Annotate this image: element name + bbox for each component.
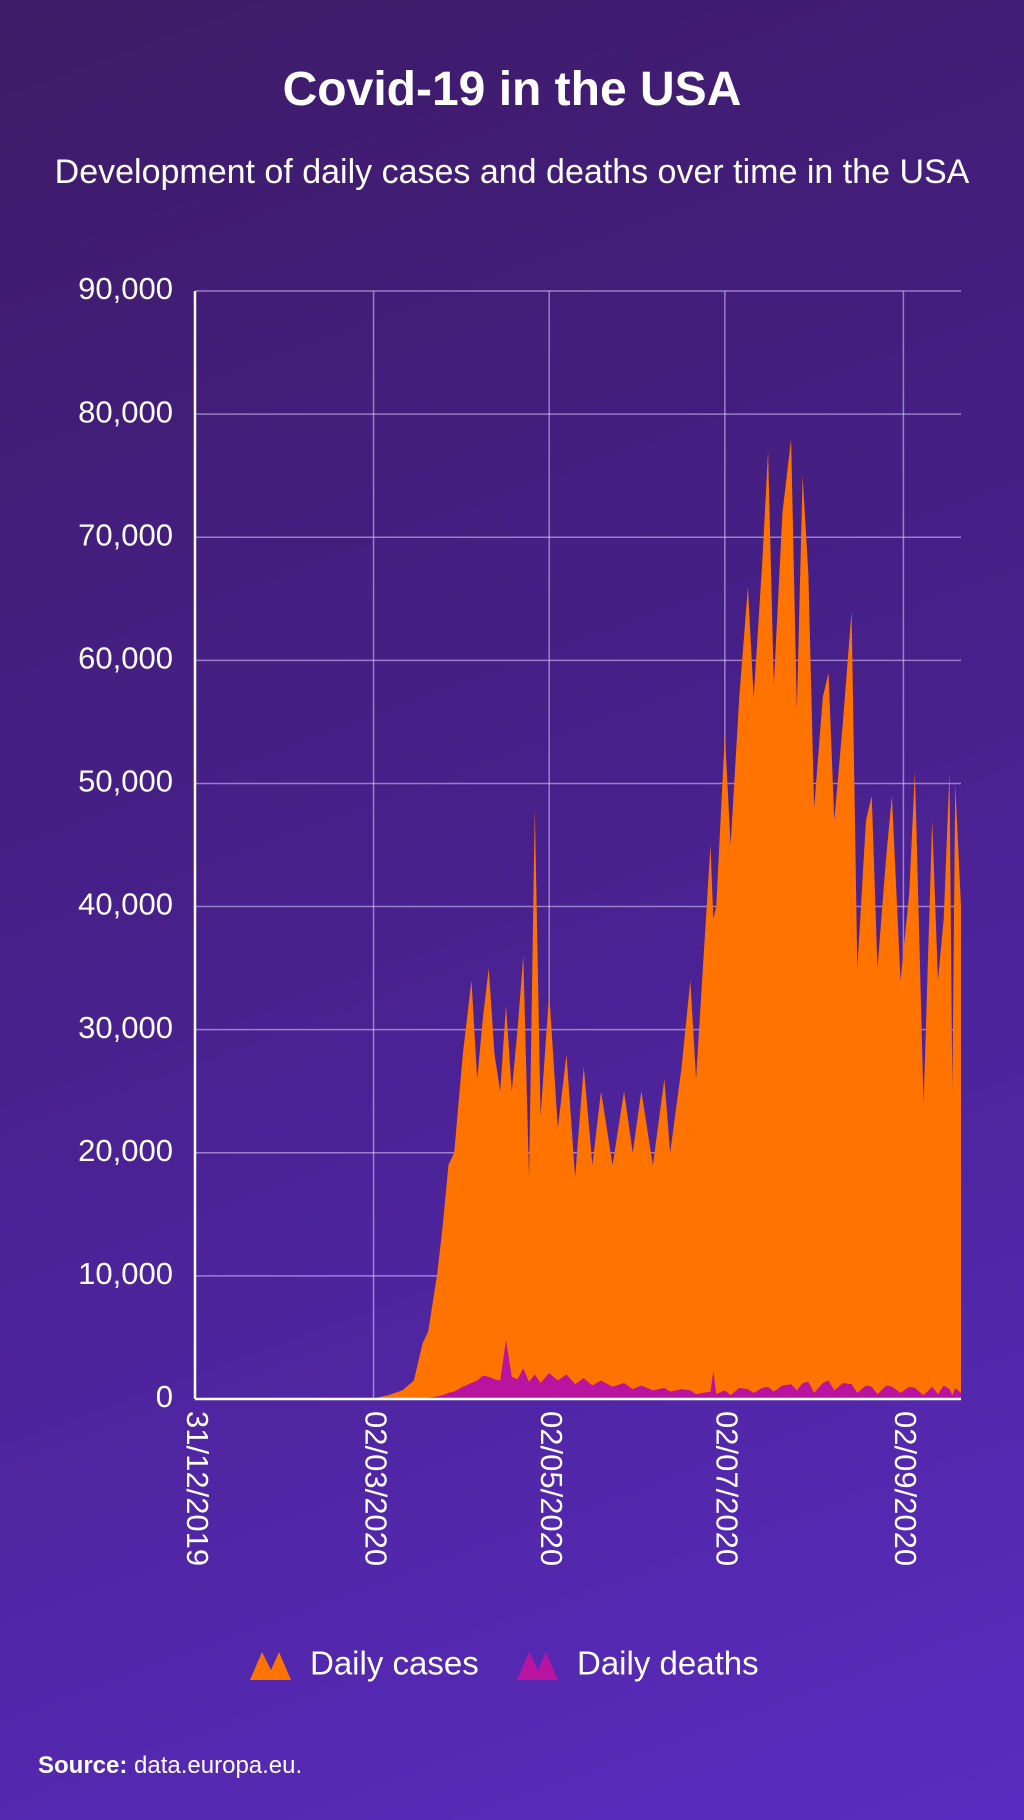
area [195,1339,961,1399]
y-tick-label: 40,000 [78,887,173,922]
source-label: Source: [38,1752,128,1779]
legend-icon [250,1652,291,1680]
legend-label: Daily deaths [577,1645,759,1682]
y-tick-label: 0 [156,1379,173,1414]
chart-subtitle: Development of daily cases and deaths ov… [54,153,970,191]
legend-icon [517,1652,558,1680]
y-tick-label: 10,000 [78,1256,173,1291]
x-tick-label: 31/12/2019 [180,1411,215,1566]
y-tick-label: 70,000 [78,517,173,552]
y-tick-label: 90,000 [78,271,173,306]
chart-title: Covid-19 in the USA [282,63,742,116]
legend-item: Daily cases [250,1645,479,1682]
x-tick-label: 02/07/2020 [710,1411,745,1566]
source: Source: data.europa.eu. [38,1752,302,1780]
y-tick-label: 20,000 [78,1133,173,1168]
area [195,438,961,1399]
source-text: data.europa.eu. [134,1752,303,1779]
y-tick-label: 80,000 [78,394,173,429]
legend-item: Daily deaths [517,1645,759,1682]
y-tick-label: 30,000 [78,1010,173,1045]
y-tick-label: 60,000 [78,641,173,676]
legend-label: Daily cases [310,1645,479,1682]
y-tick-label: 50,000 [78,764,173,799]
x-tick-label: 02/03/2020 [358,1411,393,1566]
x-tick-label: 02/05/2020 [534,1411,569,1566]
x-tick-label: 02/09/2020 [888,1411,923,1566]
